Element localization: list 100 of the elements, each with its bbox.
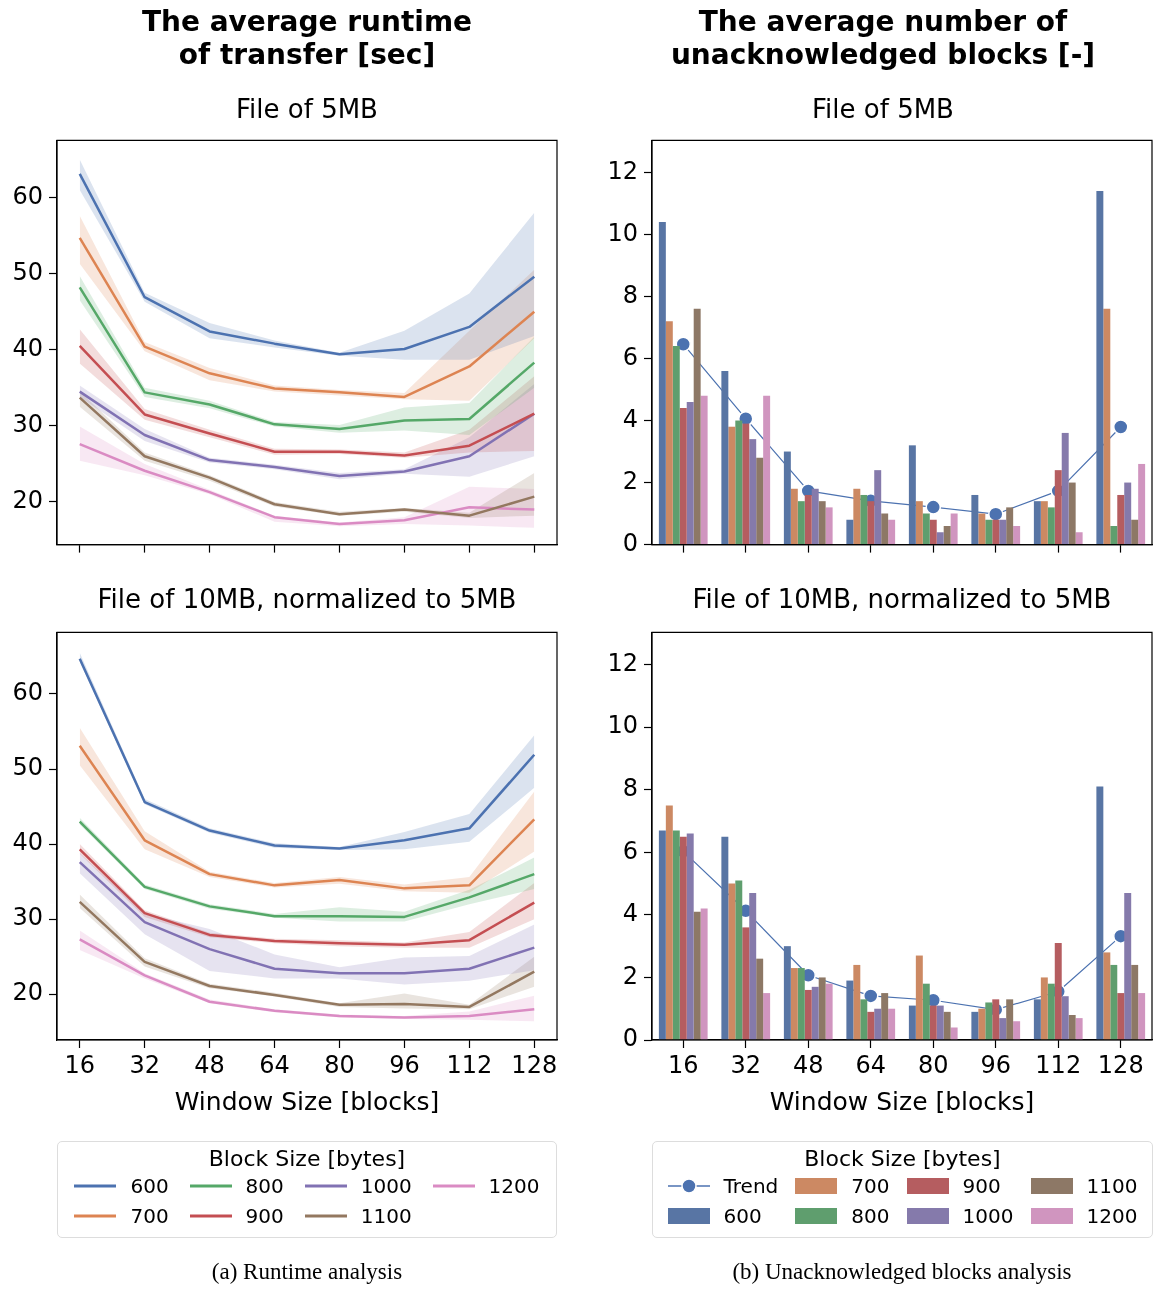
legend-label: Trend [723,1174,779,1198]
bar [915,501,923,545]
x-tick-label: 48 [194,1050,225,1079]
bar [749,892,757,1040]
bar [1054,943,1062,1040]
bar [1117,993,1125,1040]
bar [818,501,826,545]
y-tick-label: 10 [607,711,638,740]
bar [797,968,805,1040]
x-tick-label: 32 [129,1050,160,1079]
bar [1138,993,1146,1040]
x-tick-label: 16 [64,1050,95,1079]
x-axis-title: Window Size [blocks] [769,1086,1035,1116]
bar [1103,952,1111,1040]
y-tick-label: 6 [622,836,638,865]
legend-label: 700 [130,1204,169,1228]
bar [992,519,1000,545]
bar [1075,532,1083,545]
y-tick-label: 40 [12,828,43,857]
bar [1006,507,1014,545]
bar [985,1002,993,1040]
bar [728,883,736,1040]
bar [686,833,694,1040]
x-tick-label: 96 [980,1050,1012,1079]
bar [804,494,812,545]
bar [999,1018,1007,1040]
bar [943,525,951,545]
y-tick-label: 30 [12,410,43,439]
legend-label: 1200 [1086,1204,1138,1228]
bar [936,1005,944,1040]
x-tick-label: 64 [855,1050,887,1079]
bar [1131,964,1139,1040]
bar [825,507,833,545]
legend-label: 600 [130,1174,169,1198]
chart-subtitle: File of 5MB [235,94,379,124]
bar [860,494,868,545]
y-tick-label: 60 [12,181,43,210]
bar [790,968,798,1040]
bar [985,519,993,545]
legend-label: 900 [962,1174,1001,1198]
bar [950,1027,958,1040]
bar [1040,501,1048,545]
bar [1110,964,1118,1040]
x-tick-label: 128 [1097,1050,1144,1079]
bar [1124,482,1132,545]
legend-label: 1100 [360,1204,412,1228]
y-tick-label: 10 [607,218,638,247]
bar [971,1011,979,1040]
x-tick-label: 32 [730,1050,762,1079]
bar [804,989,812,1040]
bar [818,977,826,1040]
bar [888,1008,896,1040]
legend-title: Block Size [bytes] [803,1146,1002,1171]
bar [686,401,694,545]
bar [922,513,930,545]
chart-title: File of 10MB, normalized to 5MB [691,584,1113,614]
legend-label: 900 [245,1204,284,1228]
bar [735,880,743,1040]
y-tick-label: 50 [12,257,43,286]
x-tick-label: 128 [511,1050,558,1079]
bar [1006,999,1014,1040]
bar [1068,1014,1076,1040]
bar [672,346,680,545]
bar [665,805,673,1040]
bar [1138,463,1146,545]
bar [756,457,764,545]
bar [853,488,861,545]
x-tick-label: 112 [1035,1050,1082,1079]
chart-subtitle: File of 5MB [811,94,955,124]
legend-label: 1000 [360,1174,412,1198]
y-tick-label: 12 [607,156,638,185]
legend-label: 600 [723,1204,762,1228]
bar [929,519,937,545]
bar [1013,525,1021,545]
chart-title: The average runtime of transfer [sec] [140,5,474,71]
bar [756,958,764,1040]
bar [797,501,805,545]
legend-label: 1000 [962,1204,1014,1228]
bar [943,1011,951,1040]
bar [908,1005,916,1040]
legend-label: 800 [851,1204,890,1228]
legend-label: 800 [245,1174,284,1198]
text: (b) Unacknowledged blocks analysis [731,1259,1073,1285]
y-tick-label: 8 [622,280,638,309]
legend-label: 1200 [488,1174,540,1198]
bar [1061,432,1069,545]
x-tick-label: 16 [667,1050,699,1079]
y-tick-label: 60 [12,678,43,707]
bar [811,488,819,545]
bar [1103,308,1111,545]
x-axis-title: Window Size [blocks] [174,1086,440,1116]
bar [867,501,875,545]
bar [693,308,701,545]
chart-title: The average number of unacknowledged blocks [-] [669,5,1097,71]
bar [679,408,687,545]
y-tick-label: 4 [622,404,638,433]
y-tick-label: 50 [12,753,43,782]
y-tick-label: 2 [622,466,638,495]
y-tick-label: 20 [12,978,43,1007]
bar [700,395,708,545]
